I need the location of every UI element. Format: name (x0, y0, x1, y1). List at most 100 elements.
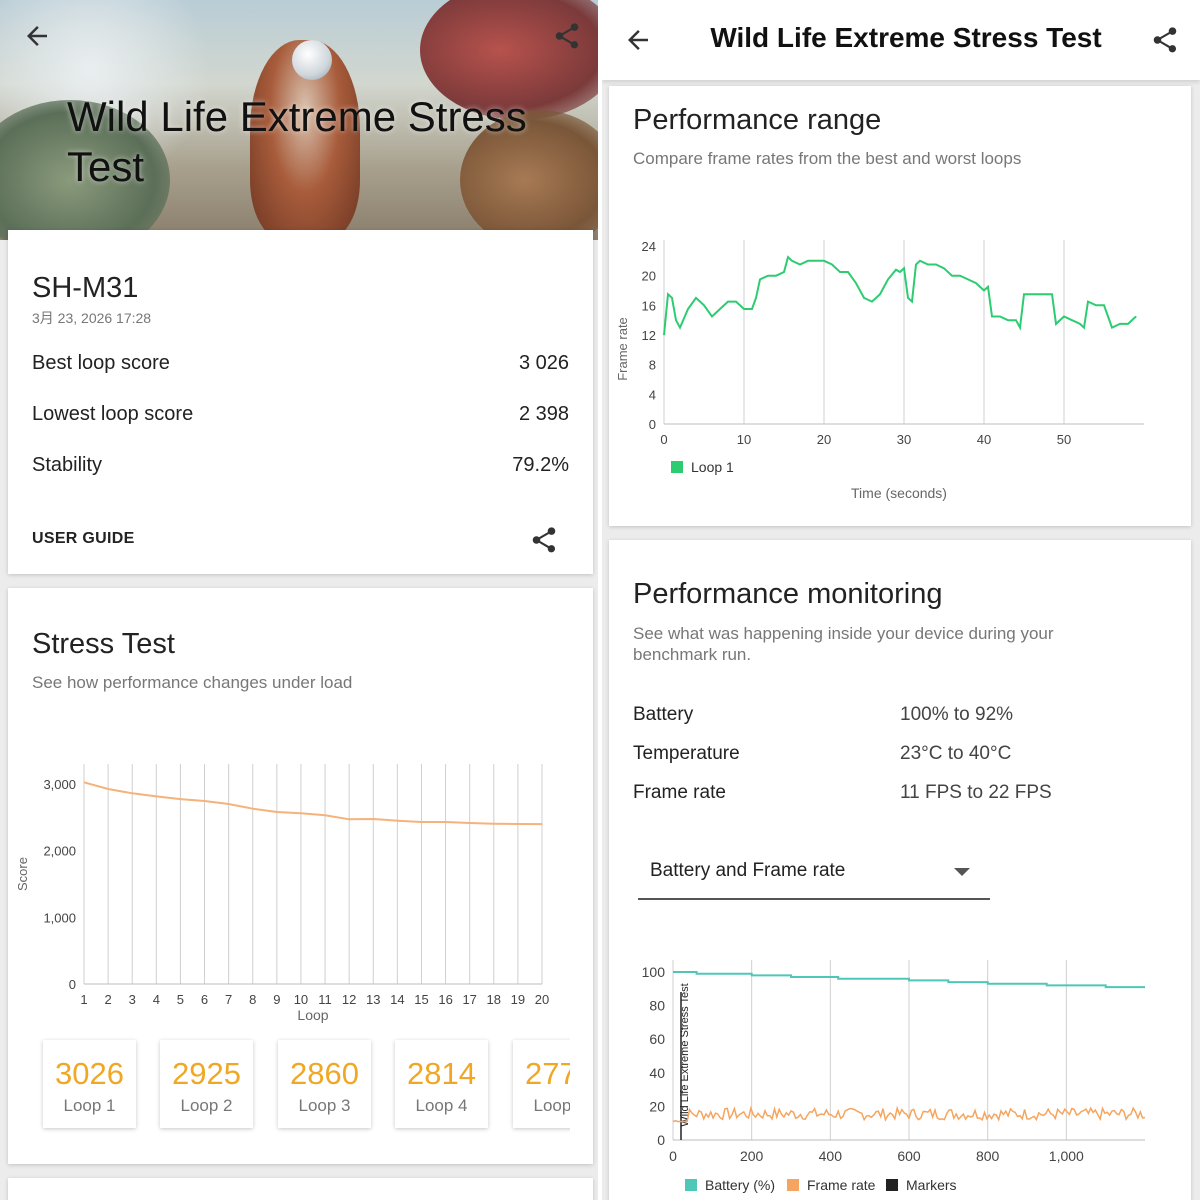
share-icon[interactable] (1145, 20, 1185, 60)
x-tick-label: 0 (669, 1148, 677, 1164)
lowest-loop-row: Lowest loop score 2 398 (32, 403, 569, 426)
data-point (727, 301, 729, 303)
y-tick-label: 0 (657, 1132, 665, 1148)
data-point (799, 264, 801, 266)
row-label: Best loop score (32, 352, 170, 374)
left-panel: Wild Life Extreme Stress Test SH-M31 3月 … (0, 0, 598, 1200)
loop-label: Loop 3 (298, 1096, 351, 1115)
x-tick-label: 1 (80, 992, 87, 1007)
monitor-title: Performance monitoring (633, 578, 943, 610)
data-point (1023, 293, 1025, 295)
loop-label: Loop 1 (63, 1096, 116, 1115)
x-tick-label: 20 (817, 432, 831, 447)
user-guide-link[interactable]: USER GUIDE (32, 530, 135, 547)
x-tick-label: 8 (249, 992, 256, 1007)
data-point (751, 308, 753, 310)
share-icon[interactable] (524, 520, 564, 560)
monitor-chart: 0 200 400 600 800 1,000 0 20 40 60 80 100 Wild Life … (642, 960, 1146, 1193)
x-tick-label: 17 (462, 992, 476, 1007)
row-value: 79.2% (512, 454, 569, 476)
x-tick-label: 400 (819, 1148, 843, 1164)
y-tick-label: 20 (649, 1098, 665, 1114)
x-tick-label: 3 (129, 992, 136, 1007)
temperature-value: 23°C to 40°C (900, 743, 1012, 764)
series-line (83, 781, 543, 826)
loop-tile[interactable]: 2860 Loop 3 (278, 1040, 371, 1128)
data-point (1135, 315, 1137, 317)
data-point (927, 264, 929, 266)
x-tick-label: 10 (737, 432, 751, 447)
data-point (252, 808, 254, 810)
y-tick-label: 24 (642, 239, 656, 254)
x-tick-label: 800 (976, 1148, 1000, 1164)
data-point (1079, 323, 1081, 325)
y-tick-label: 80 (649, 998, 665, 1014)
row-value: 2 398 (518, 403, 569, 425)
chart-selector-dropdown[interactable]: Battery and Frame rate (638, 846, 990, 900)
data-point (420, 821, 422, 823)
data-point (83, 781, 85, 783)
data-point (396, 820, 398, 822)
stress-title: Stress Test (32, 628, 175, 660)
top-app-bar: Wild Life Extreme Stress Test (602, 0, 1200, 80)
battery-value: 100% to 92% (900, 704, 1014, 725)
row-label: Lowest loop score (32, 403, 194, 425)
data-point (871, 301, 873, 303)
x-tick-label: 200 (740, 1148, 764, 1164)
loop-score: 2774 (525, 1056, 570, 1091)
data-point (919, 260, 921, 262)
data-point (1119, 323, 1121, 325)
y-axis-label: Frame rate (615, 317, 630, 381)
data-point (276, 811, 278, 813)
page-title: Wild Life Extreme Stress Test (710, 22, 1102, 53)
y-tick-label: 3,000 (43, 777, 76, 792)
data-point (155, 795, 157, 797)
data-point (1031, 293, 1033, 295)
data-point (1007, 319, 1009, 321)
performance-monitoring-card: Performance monitoring See what was happ… (609, 540, 1191, 1200)
monitor-subtitle: See what was happening inside your devic… (633, 624, 1054, 664)
legend-label: Markers (906, 1177, 957, 1193)
legend-swatch (886, 1179, 898, 1191)
loop-tile[interactable]: 2774 Loop 5 (513, 1040, 570, 1128)
x-tick-label: 18 (487, 992, 501, 1007)
battery-line (673, 971, 1145, 989)
back-arrow-icon[interactable] (618, 20, 658, 60)
data-point (755, 297, 757, 299)
x-tick-label: 9 (273, 992, 280, 1007)
data-point (743, 308, 745, 310)
data-point (999, 315, 1001, 317)
data-point (131, 792, 133, 794)
y-tick-label: 40 (649, 1065, 665, 1081)
data-point (807, 260, 809, 262)
x-axis-label: Loop (297, 1007, 328, 1023)
data-point (1111, 327, 1113, 329)
data-point (228, 803, 230, 805)
loop-score: 2860 (290, 1056, 359, 1091)
back-arrow-icon[interactable] (17, 16, 57, 56)
loop-label: Loop 2 (180, 1096, 233, 1115)
data-point (667, 293, 669, 295)
x-tick-label: 2 (104, 992, 111, 1007)
performance-range-card: Performance range Compare frame rates fr… (609, 86, 1191, 526)
stress-test-card: Stress Test See how performance changes … (8, 588, 593, 1164)
data-point (493, 823, 495, 825)
x-tick-label: 11 (318, 992, 332, 1007)
data-point (839, 271, 841, 273)
loop-tiles: 3026 Loop 1 2925 Loop 2 2860 Loop 3 2814… (8, 588, 570, 1164)
x-tick-label: 5 (177, 992, 184, 1007)
loop-tile[interactable]: 3026 Loop 1 (43, 1040, 136, 1128)
data-point (1019, 327, 1021, 329)
x-tick-label: 15 (414, 992, 428, 1007)
y-tick-label: 100 (642, 964, 666, 980)
loop-tile[interactable]: 2814 Loop 4 (395, 1040, 488, 1128)
battery-label: Battery (633, 704, 694, 725)
data-point (1063, 315, 1065, 317)
x-tick-label: 30 (897, 432, 911, 447)
data-point (887, 278, 889, 280)
data-point (735, 301, 737, 303)
x-tick-label: 40 (977, 432, 991, 447)
share-icon[interactable] (547, 16, 587, 56)
hero-title: Wild Life Extreme Stress Test (67, 93, 527, 190)
loop-tile[interactable]: 2925 Loop 2 (160, 1040, 253, 1128)
